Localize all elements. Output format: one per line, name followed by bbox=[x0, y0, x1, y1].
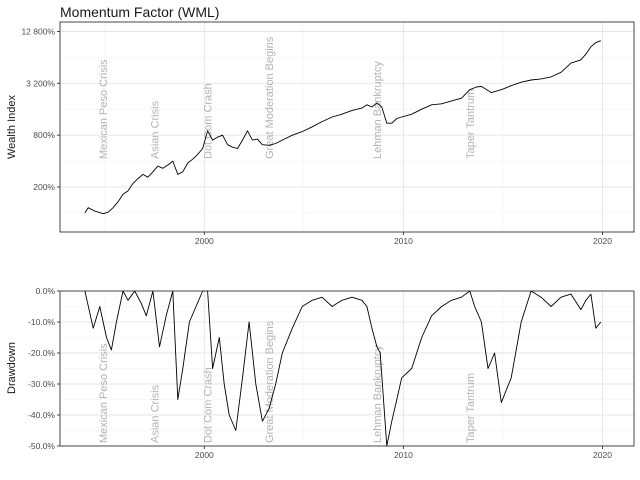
event-label-mexican-peso-crisis: Mexican Peso Crisis bbox=[98, 59, 110, 159]
chart-title: Momentum Factor (WML) bbox=[60, 4, 219, 20]
x-tick-label: 2000 bbox=[195, 236, 214, 246]
event-label-lehman-bankruptcy: Lehman Bankruptcy bbox=[372, 345, 384, 443]
y-tick-label: -50.0% bbox=[28, 441, 55, 451]
drawdown-panel: Mexican Peso Crisis Asian Crisis Dot Com C… bbox=[6, 286, 635, 460]
drawdown-axis-title: Drawdown bbox=[6, 342, 18, 394]
event-label-asian-crisis: Asian Crisis bbox=[150, 384, 162, 443]
event-label-great-moderation-begins: Great Moderation Begins bbox=[264, 36, 276, 159]
y-tick-label: 200% bbox=[33, 182, 55, 192]
event-label-taper-tantrum: Taper Tantrum bbox=[465, 89, 477, 159]
event-label-dot-com-crash: Dot Com Crash bbox=[203, 367, 215, 443]
wealth-index-ticks: 2000 2010 2020 200% 800% 3 200% 12 800% bbox=[21, 26, 612, 246]
x-tick-label: 2020 bbox=[593, 236, 612, 246]
wealth-index-grid bbox=[60, 22, 634, 232]
x-tick-label: 2020 bbox=[593, 450, 612, 460]
event-label-dot-com-crash: Dot Com Crash bbox=[203, 83, 215, 159]
y-tick-label: 12 800% bbox=[21, 26, 55, 36]
event-label-lehman-bankruptcy: Lehman Bankruptcy bbox=[372, 61, 384, 159]
x-tick-label: 2000 bbox=[195, 450, 214, 460]
wealth-index-event-labels: Mexican Peso Crisis Asian Crisis Dot Com C… bbox=[98, 36, 477, 159]
drawdown-event-labels: Mexican Peso Crisis Asian Crisis Dot Com C… bbox=[98, 320, 477, 443]
y-tick-label: 3 200% bbox=[26, 78, 55, 88]
x-tick-label: 2010 bbox=[394, 450, 413, 460]
drawdown-ticks: 2000 2010 2020 0.0% -10.0% -20.0% -30.0% -40.0%… bbox=[28, 286, 612, 460]
y-tick-label: -10.0% bbox=[28, 317, 55, 327]
y-tick-label: 0.0% bbox=[36, 286, 56, 296]
wealth-index-panel-border bbox=[59, 21, 635, 233]
drawdown-panel-border bbox=[59, 290, 635, 447]
y-tick-label: -30.0% bbox=[28, 379, 55, 389]
event-label-mexican-peso-crisis: Mexican Peso Crisis bbox=[98, 343, 110, 443]
y-tick-label: -40.0% bbox=[28, 410, 55, 420]
wealth-index-line bbox=[84, 40, 601, 215]
event-label-asian-crisis: Asian Crisis bbox=[150, 100, 162, 159]
x-tick-label: 2010 bbox=[394, 236, 413, 246]
y-tick-label: 800% bbox=[33, 130, 55, 140]
wealth-index-axis-title: Wealth Index bbox=[6, 95, 18, 160]
wealth-index-panel: Mexican Peso Crisis Asian Crisis Dot Com C… bbox=[6, 21, 635, 246]
drawdown-line bbox=[84, 290, 602, 447]
y-tick-label: -20.0% bbox=[28, 348, 55, 358]
event-label-taper-tantrum: Taper Tantrum bbox=[465, 373, 477, 443]
event-label-great-moderation-begins: Great Moderation Begins bbox=[264, 320, 276, 443]
